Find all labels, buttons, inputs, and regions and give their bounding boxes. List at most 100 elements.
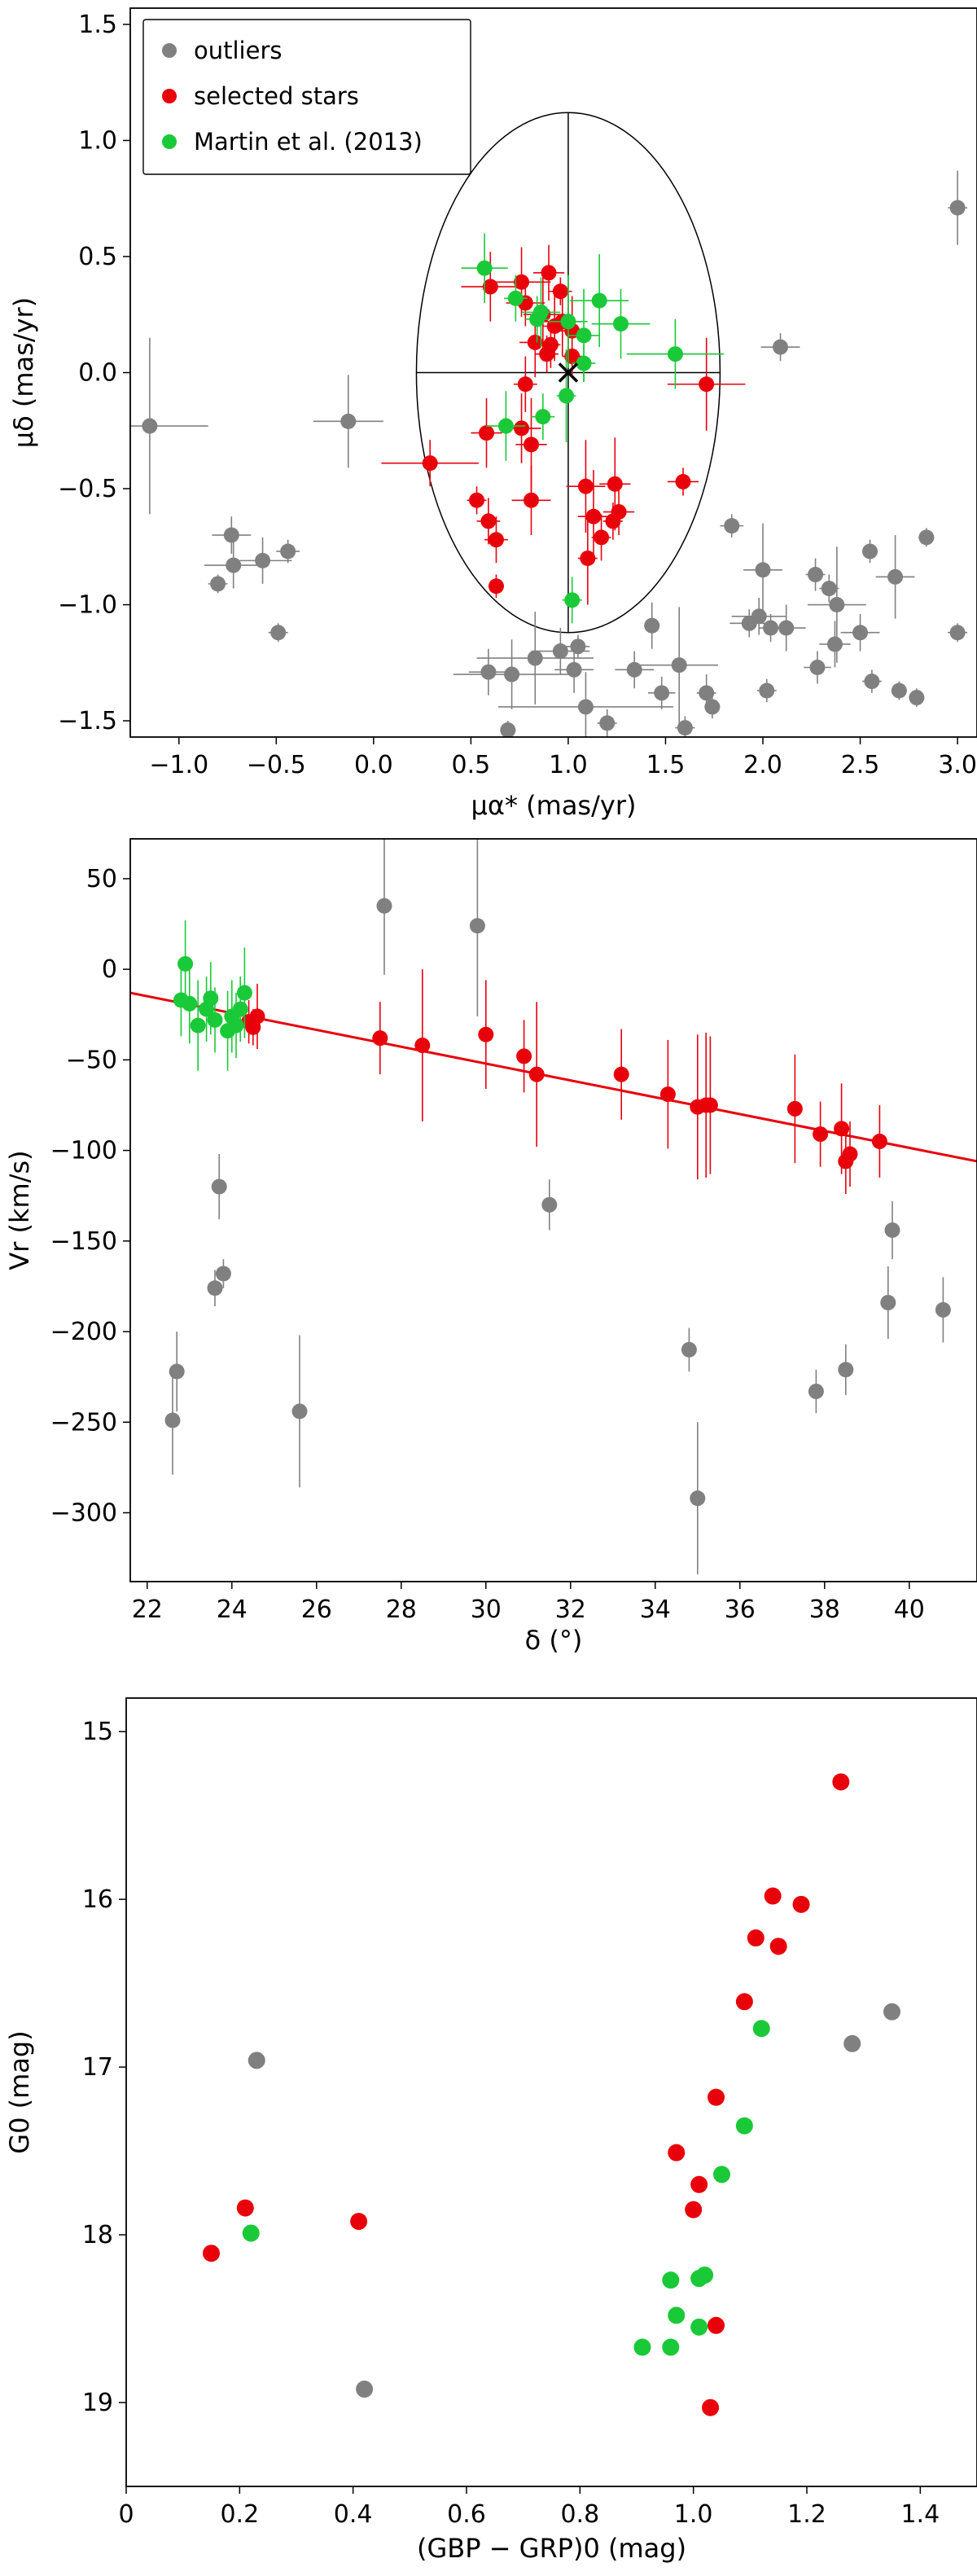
selected-star-point <box>871 1104 887 1178</box>
outlier-marker <box>500 722 516 737</box>
outlier-marker <box>759 682 775 699</box>
outlier-marker <box>821 581 837 597</box>
outlier-point <box>291 1335 308 1488</box>
selected-star-marker <box>517 376 533 393</box>
selected-star-point <box>769 1937 787 1955</box>
outlier-point <box>675 716 695 737</box>
selected-star-marker <box>245 1019 261 1035</box>
selected-star-marker <box>685 2201 703 2218</box>
outlier-marker <box>248 2052 265 2069</box>
outlier-point <box>743 523 782 617</box>
outlier-point <box>500 721 516 737</box>
outlier-point <box>843 2034 861 2052</box>
outlier-marker <box>527 650 543 666</box>
martin-star-marker <box>497 418 514 434</box>
y-tick-label: −300 <box>50 1499 117 1527</box>
outlier-marker <box>626 661 642 678</box>
x-tick-label: 40 <box>894 1595 925 1624</box>
selected-star-marker <box>764 1887 782 1905</box>
outlier-point <box>840 613 880 652</box>
outlier-point <box>566 634 590 659</box>
martin-star-marker <box>667 346 683 362</box>
x-axis-label: δ (°) <box>525 1625 583 1656</box>
outlier-marker <box>699 685 715 701</box>
martin-star-marker <box>476 260 493 276</box>
selected-star-point <box>381 440 479 487</box>
martin-star-marker <box>690 2318 708 2336</box>
outlier-marker <box>577 699 594 715</box>
selected-star-point <box>577 470 610 564</box>
outlier-marker <box>808 1383 824 1399</box>
outlier-marker <box>599 715 616 731</box>
selected-star-marker <box>585 508 602 524</box>
martin-star-point <box>242 2224 260 2242</box>
outlier-marker <box>164 1412 181 1428</box>
outlier-marker <box>681 1341 697 1358</box>
martin-star-point <box>690 2318 708 2336</box>
selected-star-point <box>702 1036 718 1174</box>
outlier-marker <box>504 666 520 682</box>
selected-star-point <box>685 2201 703 2218</box>
outlier-point <box>211 1154 227 1220</box>
selected-star-point <box>690 2175 708 2193</box>
y-tick-label: 18 <box>82 2221 113 2249</box>
outlier-marker <box>356 2381 374 2398</box>
outlier-point <box>884 1200 900 1260</box>
selected-star-marker <box>528 1066 545 1082</box>
y-tick-label: −0.5 <box>58 475 117 503</box>
outlier-point <box>644 602 660 649</box>
selected-star-point <box>602 502 623 540</box>
outlier-marker <box>211 1178 227 1195</box>
x-tick-label: 2.5 <box>841 751 880 779</box>
outlier-point <box>276 539 300 564</box>
outlier-marker <box>376 897 392 914</box>
y-tick-label: −50 <box>66 1046 117 1074</box>
martin-star-point <box>556 349 576 443</box>
selected-star-marker <box>708 2088 725 2106</box>
x-tick-label: 0.8 <box>560 2500 599 2529</box>
outlier-marker <box>935 1301 951 1318</box>
martin-star-point <box>570 254 629 348</box>
outlier-point <box>720 514 744 538</box>
martin-star-marker <box>633 2338 651 2356</box>
outlier-point <box>356 2381 374 2398</box>
martin-star-marker <box>559 388 575 404</box>
martin-star-marker <box>203 990 219 1007</box>
outlier-marker <box>838 1362 854 1378</box>
outlier-point <box>597 709 617 737</box>
x-tick-label: 1.2 <box>787 2500 826 2529</box>
selected-star-marker <box>488 532 504 548</box>
selected-star-point <box>513 356 537 412</box>
selected-star-point <box>659 1039 676 1149</box>
outlier-point <box>268 623 288 643</box>
martin-star-point <box>662 2338 680 2356</box>
selected-star-point <box>591 514 611 561</box>
outlier-point <box>164 1366 181 1475</box>
martin-star-point <box>752 2020 770 2038</box>
outlier-marker <box>142 418 158 434</box>
selected-star-point <box>577 511 598 605</box>
outlier-point <box>248 2052 265 2069</box>
outlier-marker <box>215 1266 231 1282</box>
outlier-marker <box>826 636 843 652</box>
selected-star-marker <box>552 283 568 300</box>
x-tick-label: 34 <box>640 1595 671 1624</box>
martin-star-point <box>531 393 555 441</box>
martin-star-point <box>591 288 651 359</box>
selected-star-point <box>541 321 561 368</box>
x-tick-label: −1.0 <box>149 751 208 779</box>
selected-star-marker <box>832 1773 850 1791</box>
outlier-point <box>207 1270 223 1306</box>
selected-star-marker <box>702 1097 718 1113</box>
x-tick-label: 38 <box>809 1595 840 1624</box>
outlier-marker <box>852 625 869 641</box>
outlier-marker <box>280 543 296 560</box>
martin-star-point <box>696 2266 714 2284</box>
selected-star-marker <box>607 476 623 492</box>
selected-star-marker <box>488 578 504 595</box>
selected-star-marker <box>668 2144 686 2161</box>
martin-star-marker <box>576 327 592 344</box>
martin-star-point <box>182 963 198 1044</box>
martin-star-marker <box>735 2117 753 2135</box>
selected-star-marker <box>469 492 485 508</box>
